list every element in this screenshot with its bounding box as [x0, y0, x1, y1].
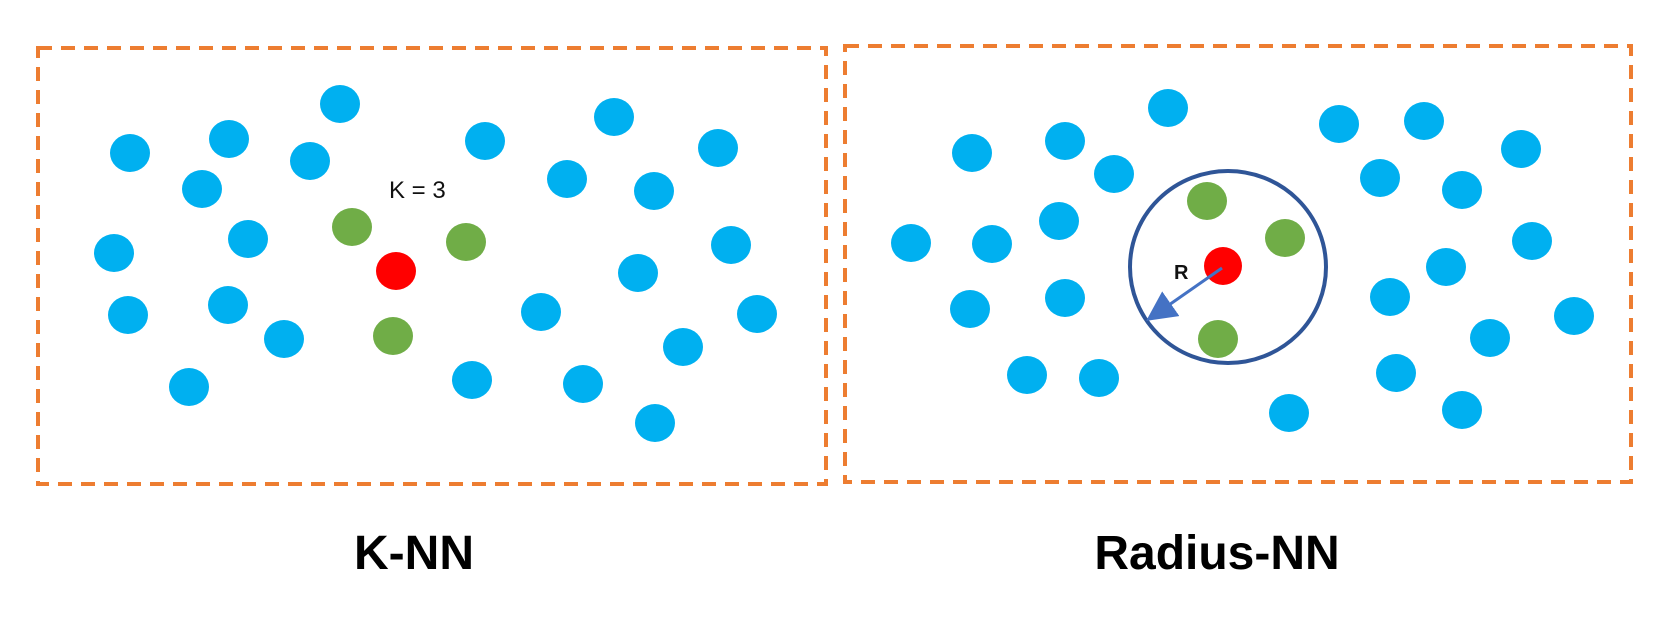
neighbor-point — [332, 208, 372, 246]
data-point — [452, 361, 492, 399]
data-point — [182, 170, 222, 208]
data-point — [208, 286, 248, 324]
data-point — [521, 293, 561, 331]
data-point — [108, 296, 148, 334]
knn-nearest-neighbors — [332, 208, 486, 355]
data-point — [1269, 394, 1309, 432]
data-point — [228, 220, 268, 258]
data-point — [169, 368, 209, 406]
neighbor-point — [1265, 219, 1305, 257]
data-point — [320, 85, 360, 123]
data-point — [110, 134, 150, 172]
data-point — [952, 134, 992, 172]
data-point — [891, 224, 931, 262]
radius-r-label: R — [1174, 262, 1189, 284]
data-point — [1512, 222, 1552, 260]
data-point — [663, 328, 703, 366]
data-point — [1370, 278, 1410, 316]
knn-frame — [36, 46, 828, 486]
data-point — [1148, 89, 1188, 127]
data-point — [1045, 122, 1085, 160]
data-point — [618, 254, 658, 292]
data-point — [594, 98, 634, 136]
knn-other-points — [94, 85, 777, 442]
knn-query-point — [376, 252, 416, 290]
radius-nn-caption: Radius-NN — [1094, 527, 1340, 580]
data-point — [950, 290, 990, 328]
data-point — [1079, 359, 1119, 397]
data-point — [698, 129, 738, 167]
data-point — [634, 172, 674, 210]
data-point — [1360, 159, 1400, 197]
neighbor-point — [1198, 320, 1238, 358]
data-point — [264, 320, 304, 358]
data-point — [1470, 319, 1510, 357]
data-point — [1319, 105, 1359, 143]
radius-circle — [1128, 169, 1328, 365]
data-point — [1094, 155, 1134, 193]
data-point — [94, 234, 134, 272]
radius-query-point — [1204, 247, 1242, 285]
data-point — [1404, 102, 1444, 140]
neighbor-point — [446, 223, 486, 261]
neighbor-point — [373, 317, 413, 355]
data-point — [1426, 248, 1466, 286]
data-point — [1442, 171, 1482, 209]
data-point — [209, 120, 249, 158]
data-point — [711, 226, 751, 264]
data-point — [1554, 297, 1594, 335]
data-point — [1045, 279, 1085, 317]
data-point — [1039, 202, 1079, 240]
k-value-label: K = 3 — [389, 177, 446, 204]
data-point — [547, 160, 587, 198]
data-point — [290, 142, 330, 180]
data-point — [1501, 130, 1541, 168]
data-point — [465, 122, 505, 160]
data-point — [972, 225, 1012, 263]
data-point — [737, 295, 777, 333]
radius-nn-frame — [843, 44, 1633, 484]
data-point — [1376, 354, 1416, 392]
data-point — [635, 404, 675, 442]
radius-nn-panel: R — [843, 44, 1633, 484]
knn-caption: K-NN — [354, 527, 474, 580]
knn-panel: K = 3 — [36, 46, 828, 486]
neighbor-point — [1187, 182, 1227, 220]
radius-arrow — [1146, 266, 1223, 321]
radius-nearest-neighbors — [1187, 182, 1305, 358]
data-point — [563, 365, 603, 403]
radius-other-points — [891, 89, 1594, 432]
data-point — [1442, 391, 1482, 429]
data-point — [1007, 356, 1047, 394]
